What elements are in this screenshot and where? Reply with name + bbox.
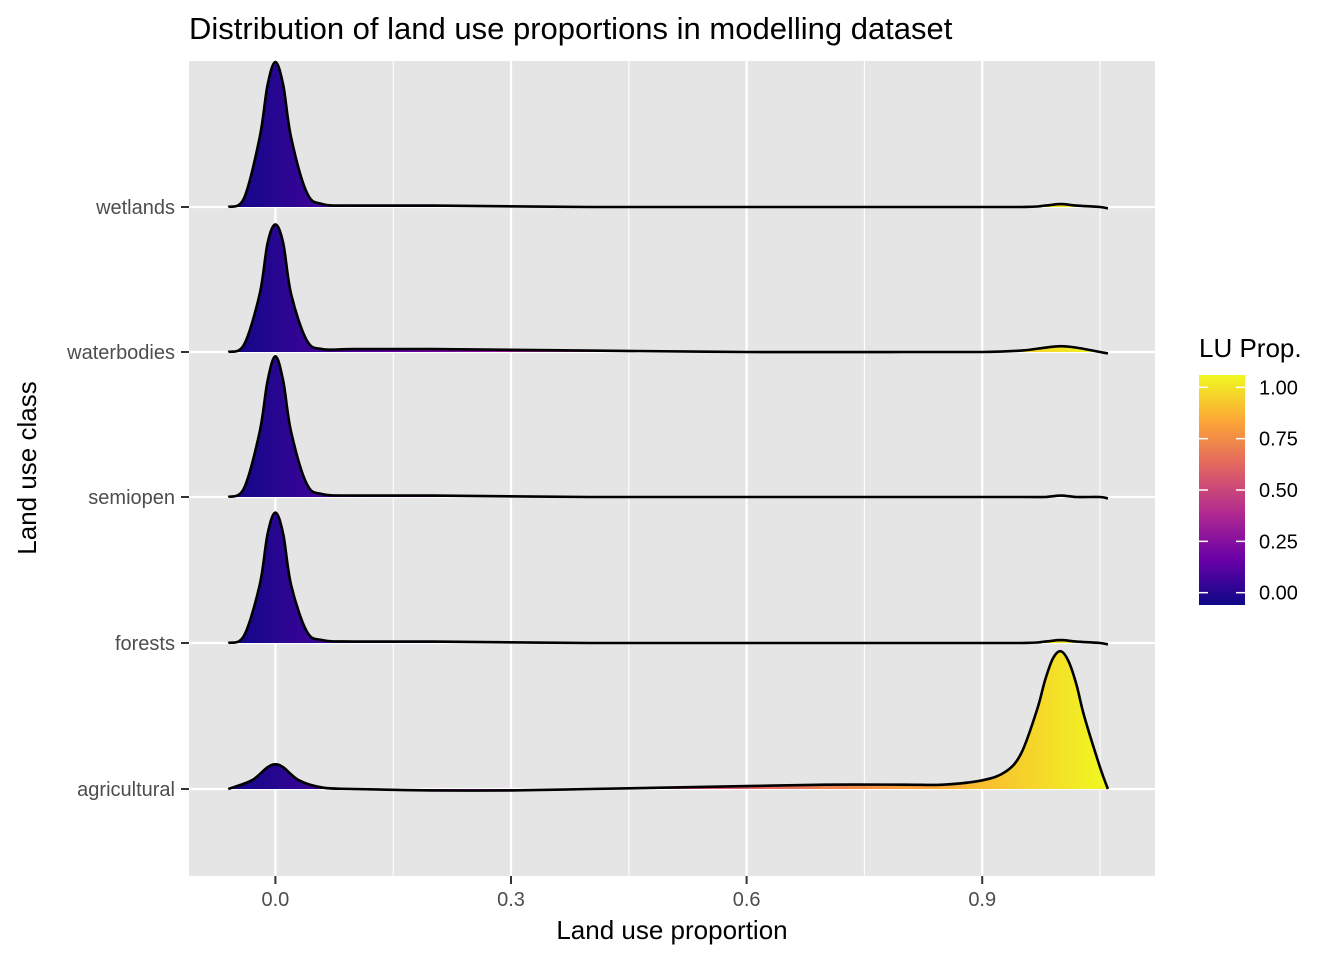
color-legend: LU Prop. 0.00 0.25 0.50 0.75 1.00 xyxy=(1199,333,1302,605)
x-axis: 0.0 0.3 0.6 0.9 xyxy=(261,876,996,911)
x-axis-title: Land use proportion xyxy=(556,915,787,945)
x-tick-label: 0.6 xyxy=(733,889,761,911)
y-tick-label-waterbodies: waterbodies xyxy=(66,342,175,364)
ridge-line-forests xyxy=(227,511,1109,646)
y-tick-label-semiopen: semiopen xyxy=(88,487,175,509)
legend-tick-label: 1.00 xyxy=(1259,377,1298,399)
y-axis: agricultural forests semiopen waterbodies we… xyxy=(66,197,189,801)
chart-title: Distribution of land use proportions in … xyxy=(189,11,953,46)
y-axis-title: Land use class xyxy=(12,381,42,554)
legend-tick-label: 0.25 xyxy=(1259,531,1298,553)
x-tick-label: 0.9 xyxy=(968,889,996,911)
ridge-area-agricultural xyxy=(228,651,1108,791)
x-tick-label: 0.3 xyxy=(497,889,525,911)
minor-gridlines xyxy=(392,61,1101,876)
legend-tick-label: 0.50 xyxy=(1259,480,1298,502)
y-tick-label-wetlands: wetlands xyxy=(95,197,175,219)
ridge-line-waterbodies xyxy=(227,223,1109,355)
y-tick-label-agricultural: agricultural xyxy=(77,779,175,801)
legend-title: LU Prop. xyxy=(1199,333,1302,363)
ridge-line-agricultural xyxy=(227,649,1110,792)
ridge-line-semiopen xyxy=(227,355,1109,500)
legend-tick-label: 0.00 xyxy=(1259,583,1298,605)
density-ridges xyxy=(227,60,1110,792)
ridge-line-wetlands xyxy=(227,60,1109,210)
x-tick-label: 0.0 xyxy=(261,889,289,911)
y-tick-label-forests: forests xyxy=(115,633,175,655)
legend-tick-label: 0.75 xyxy=(1259,429,1298,451)
legend-ticks: 0.00 0.25 0.50 0.75 1.00 xyxy=(1199,377,1298,605)
plot-panel xyxy=(189,61,1155,876)
